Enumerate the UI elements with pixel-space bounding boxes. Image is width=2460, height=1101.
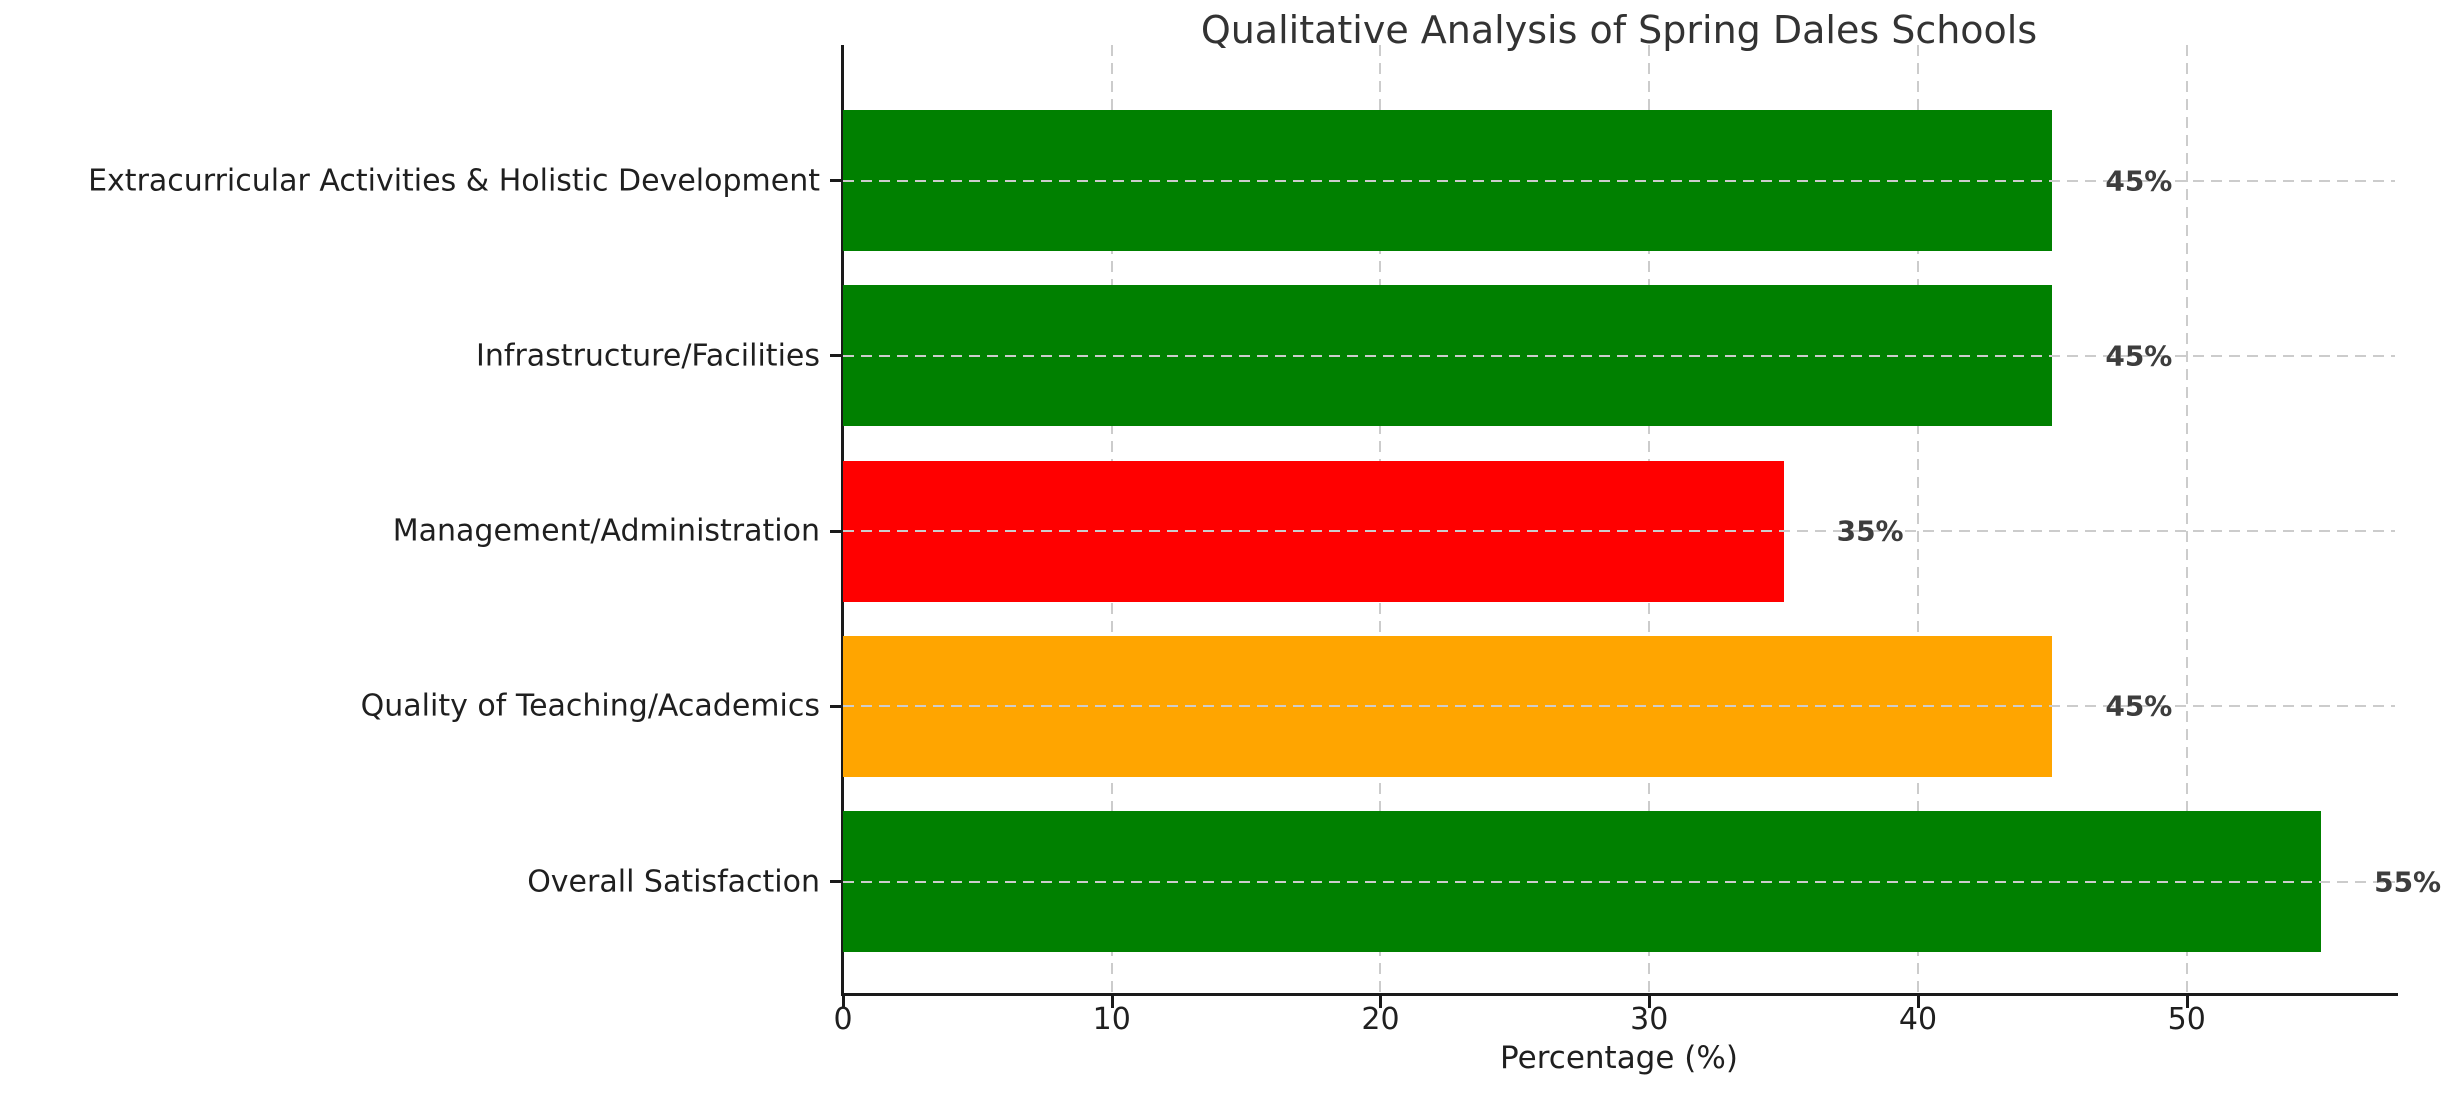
x-tick-mark (1379, 996, 1383, 1008)
value-label: 45% (2105, 689, 2173, 723)
x-tick-mark (1916, 996, 1920, 1008)
vertical-gridline (2185, 45, 2188, 993)
y-tick-mark (830, 529, 842, 533)
value-label: 45% (2105, 164, 2173, 197)
x-tick-label: 10 (1092, 1002, 1131, 1037)
category-label: Overall Satisfaction (527, 864, 820, 899)
x-axis-spine (841, 993, 2398, 996)
x-tick-label: 20 (1361, 1002, 1400, 1037)
value-label: 45% (2105, 339, 2173, 373)
vertical-gridline (1916, 45, 1919, 993)
category-label: Management/Administration (392, 513, 820, 549)
x-tick-label: 30 (1630, 1002, 1669, 1037)
y-tick-mark (830, 880, 842, 883)
value-label: 35% (1836, 514, 1904, 548)
x-tick-mark (1110, 996, 1114, 1008)
category-axis: Extracurricular Activities & Holistic De… (0, 45, 820, 993)
value-label: 55% (2374, 865, 2442, 898)
x-tick-mark (2185, 996, 2189, 1008)
x-tick-label: 50 (2167, 1002, 2206, 1037)
y-axis-spine (841, 45, 844, 996)
plot-area: 45% 45% 35% 45% 55% (843, 45, 2441, 993)
category-label: Infrastructure/Facilities (476, 338, 820, 374)
category-label: Quality of Teaching/Academics (360, 688, 820, 724)
horizontal-gridline (843, 880, 2395, 883)
x-tick-mark (842, 996, 845, 1008)
horizontal-gridline (843, 179, 2395, 182)
category-label: Extracurricular Activities & Holistic De… (88, 163, 820, 198)
x-axis-label: Percentage (%) (1500, 1040, 1738, 1076)
x-tick-mark (1648, 996, 1652, 1008)
x-tick-label: 0 (833, 1002, 853, 1037)
y-tick-mark (830, 704, 842, 708)
x-tick-label: 40 (1898, 1002, 1938, 1037)
y-tick-mark (830, 354, 842, 358)
horizontal-gridline (843, 705, 2395, 708)
horizontal-gridline (843, 530, 2395, 532)
chart-title: Qualitative Analysis of Spring Dales Sch… (1200, 8, 2038, 52)
y-tick-mark (830, 179, 842, 182)
horizontal-gridline (843, 354, 2395, 357)
